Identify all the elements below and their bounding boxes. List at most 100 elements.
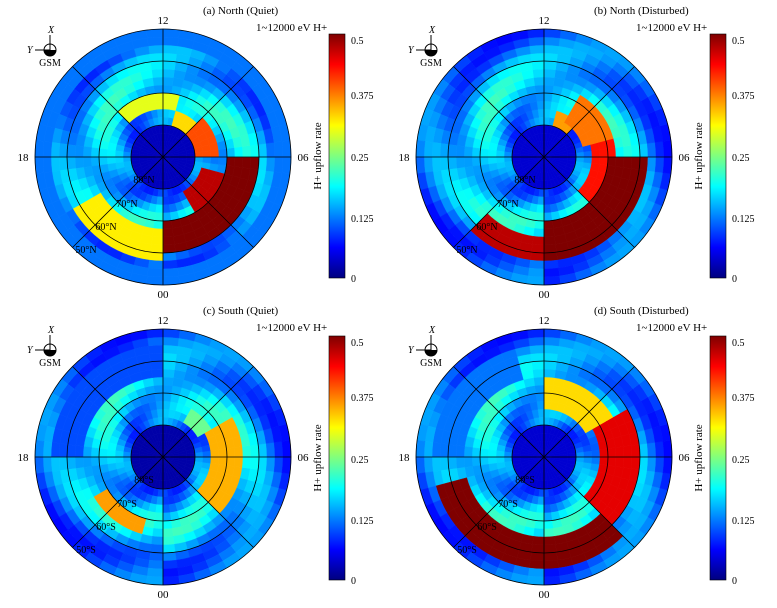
heatmap-cell [487,156,497,165]
heatmap-cell [487,149,497,158]
heatmap-cell [528,36,545,47]
heatmap-cell [74,456,84,469]
heatmap-cell [529,559,545,570]
heatmap-cell [543,416,550,426]
heatmap-cell [153,84,164,94]
heatmap-cell [534,220,545,230]
heatmap-cell [615,146,625,158]
heatmap-cell [607,447,617,458]
heatmap-cell [146,328,164,339]
heatmap-cell [98,156,108,166]
heatmap-cell [455,445,465,458]
heatmap-cell [234,446,244,458]
heatmap-cell [599,148,609,158]
heatmap-cell [162,228,174,238]
heatmap-cell [471,447,481,458]
heatmap-cell [82,446,92,458]
colorbar-tick: 0 [351,274,356,285]
heatmap-cell [471,147,481,158]
colorbar-tick: 0.5 [351,36,364,47]
heatmap-cell [162,204,171,214]
heatmap-cell [615,456,625,468]
heatmap-cell [153,220,164,230]
polar-heatmap-b [415,28,673,286]
heatmap-cell [662,440,673,458]
heatmap-cell [503,451,513,458]
heatmap-cell [162,28,180,39]
axis-y-label: Y [408,345,415,356]
heatmap-cell [527,328,545,339]
heatmap-cell [447,156,457,170]
mlt-label-00: 00 [158,589,170,601]
colorbar-tick: 0.25 [732,153,750,164]
heatmap-cell [34,440,45,458]
heatmap-cell [162,551,177,562]
heatmap-cell [152,376,164,386]
heatmap-cell [536,204,545,214]
heatmap-cell [50,456,61,472]
heatmap-cell [543,236,556,246]
heatmap-cell [543,68,556,78]
heatmap-cell [543,220,554,230]
lat-label-70: 70°S [117,499,137,510]
colorbar-d: 0.5 0.375 0.25 0.125 0 H+ upflow rate [693,335,755,587]
heatmap-cell [162,392,172,402]
heatmap-cell [234,456,244,468]
heatmap-cell [162,36,179,47]
heatmap-cell [543,36,560,47]
heatmap-cell [202,156,212,164]
heatmap-cell [532,68,545,78]
mlt-label-12: 12 [158,315,169,327]
mlt-label-12: 12 [539,315,550,327]
heatmap-cell [250,456,260,470]
heatmap-cell [162,244,176,254]
heatmap-cell [543,551,558,562]
heatmap-cell [257,456,268,471]
heatmap-cell [535,92,545,102]
lat-label-80: 80°N [514,175,535,186]
heatmap-cell [543,336,560,347]
lat-labels-a: 80°N 70°N 60°N 50°N [75,175,154,256]
heatmap-cell [154,392,164,402]
colorbar-tick: 0.375 [351,393,374,404]
colorbar-tick: 0 [732,576,737,587]
colorbar-gradient [709,335,727,581]
heatmap-cell [66,456,76,470]
heatmap-cell [58,443,69,458]
heatmap-cell [34,456,45,474]
polar-grid-d [415,328,673,586]
heatmap-cell [529,259,545,270]
lat-label-50: 50°S [76,545,96,556]
heatmap-cell [638,156,649,171]
heatmap-cell [34,156,45,174]
heatmap-cell [58,143,69,158]
heatmap-cell [156,496,164,506]
panel-subtitle: 1~12000 eV H+ [636,22,707,34]
heatmap-cell [455,145,465,158]
heatmap-cell [114,150,124,158]
heatmap-cell [152,76,164,86]
heatmap-cell [82,146,92,158]
heatmap-cell [122,451,132,458]
heatmap-cell [148,259,164,270]
heatmap-cell [439,443,450,458]
heatmap-cell [543,108,551,118]
heatmap-cell [662,456,673,474]
heatmap-cell [415,440,426,458]
heatmap-cell [50,442,61,458]
panel-title: (d) South (Disturbed) [594,305,689,317]
heatmap-cell [162,352,177,363]
heatmap-cell [162,544,176,554]
heatmap-cell [58,456,69,471]
heatmap-cell [162,559,178,570]
heatmap-cell [531,60,545,70]
heatmap-cell [535,512,545,522]
heatmap-cell [234,156,244,168]
heatmap-cell [155,400,164,410]
heatmap-cell [162,251,177,262]
heatmap-cell [543,100,552,110]
heatmap-cell [528,336,545,347]
heatmap-cell [106,449,116,458]
heatmap-cell [543,328,561,339]
heatmap-cell [146,28,164,39]
